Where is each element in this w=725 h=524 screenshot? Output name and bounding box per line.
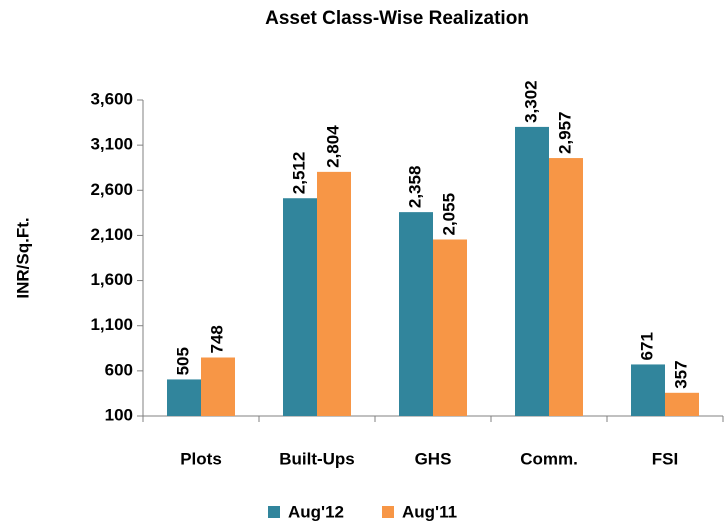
y-tick-label: 1,100 [90, 315, 133, 334]
value-label: 2,055 [439, 193, 458, 236]
value-label: 671 [637, 332, 656, 360]
x-tick-label: FSI [652, 449, 678, 468]
legend-label: Aug'11 [402, 502, 457, 521]
x-tick-label: Plots [180, 449, 222, 468]
x-tick-label: GHS [415, 449, 452, 468]
y-tick-label: 2,100 [90, 225, 133, 244]
value-label: 2,512 [289, 152, 308, 195]
bar [433, 239, 467, 416]
y-tick-label: 600 [105, 360, 133, 379]
legend-label: Aug'12 [288, 502, 344, 521]
legend-swatch [382, 506, 394, 518]
x-tick-label: Comm. [520, 449, 578, 468]
value-label: 357 [671, 360, 690, 388]
x-tick-label: Built-Ups [279, 449, 355, 468]
bar [167, 379, 201, 416]
value-label: 2,804 [323, 125, 342, 168]
value-label: 505 [173, 347, 192, 375]
value-label: 2,957 [555, 112, 574, 155]
y-tick-label: 1,600 [90, 270, 133, 289]
y-axis-label: INR/Sq.Ft. [13, 217, 32, 298]
chart-title: Asset Class-Wise Realization [265, 8, 529, 29]
y-tick-label: 100 [105, 405, 133, 424]
bar [665, 392, 699, 416]
bar [283, 198, 317, 416]
bar [549, 158, 583, 416]
y-tick-label: 3,100 [90, 135, 133, 154]
value-label: 748 [207, 325, 226, 353]
bar [515, 126, 549, 416]
value-label: 3,302 [521, 80, 540, 123]
y-tick-label: 3,600 [90, 89, 133, 108]
bar [399, 212, 433, 416]
legend-swatch [268, 506, 280, 518]
y-tick-label: 2,600 [90, 180, 133, 199]
bar [201, 357, 235, 416]
value-label: 2,358 [405, 166, 424, 209]
bar [631, 364, 665, 416]
bar [317, 171, 351, 416]
